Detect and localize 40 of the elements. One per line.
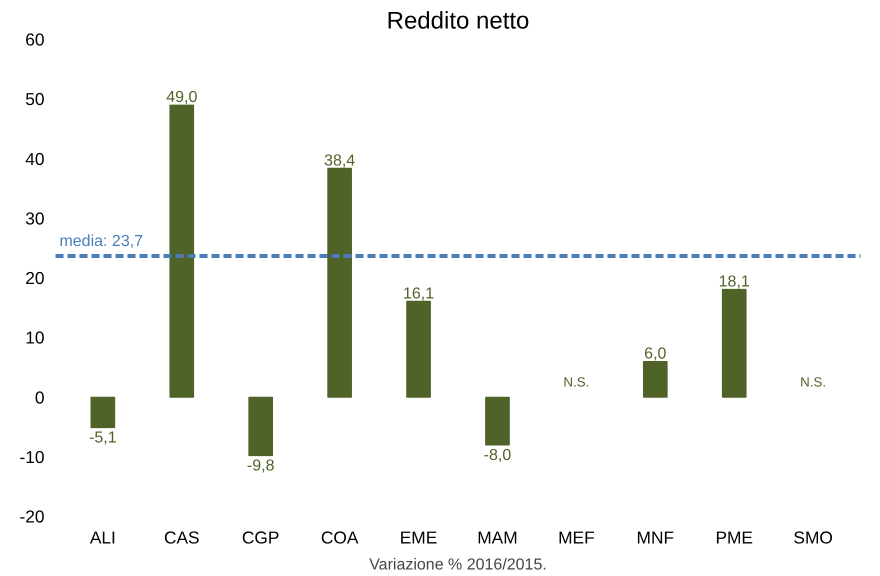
y-tick-label: -20 [19,506,44,526]
x-tick-label: ALI [90,528,116,548]
bar [642,360,668,398]
x-tick-label: SMO [793,528,833,548]
x-axis-title: Variazione % 2016/2015. [369,556,547,574]
x-tick-label: EME [400,528,438,548]
data-label: 38,4 [324,152,356,170]
bar [90,396,116,428]
data-label: 6,0 [644,345,667,362]
data-label: -9,8 [246,458,275,475]
data-label: -5,1 [89,430,117,447]
bar [485,396,510,446]
x-tick-label: MAM [477,528,518,548]
text: N.S. [800,374,826,390]
data-label: -8,0 [484,446,512,464]
x-tick-label: MNF [636,528,674,548]
x-tick-label: CGP [242,528,280,548]
data-label: 49,0 [166,89,198,106]
y-tick-label: 30 [25,208,45,228]
bar [248,396,274,456]
x-tick-label: MEF [558,528,595,548]
x-tick-label: CAS [164,528,200,548]
y-tick-label: 20 [25,268,45,288]
y-tick-label: 0 [34,387,45,408]
y-tick-label: 10 [25,328,45,348]
y-tick-label: 40 [25,148,45,169]
bar [169,104,194,398]
text: N.S. [563,374,590,390]
y-tick-label: 50 [25,89,45,110]
chart-title: Reddito netto [386,8,530,34]
y-tick-label: -10 [19,446,44,467]
data-label: 18,1 [718,273,750,290]
bar [722,288,747,398]
x-tick-label: COA [320,528,359,548]
x-tick-label: PME [715,528,754,548]
data-label: 16,1 [402,285,434,302]
bar [406,300,431,398]
bar [327,168,352,398]
ref-line-label: media: 23,7 [59,232,144,250]
y-tick-label: 60 [25,30,45,50]
